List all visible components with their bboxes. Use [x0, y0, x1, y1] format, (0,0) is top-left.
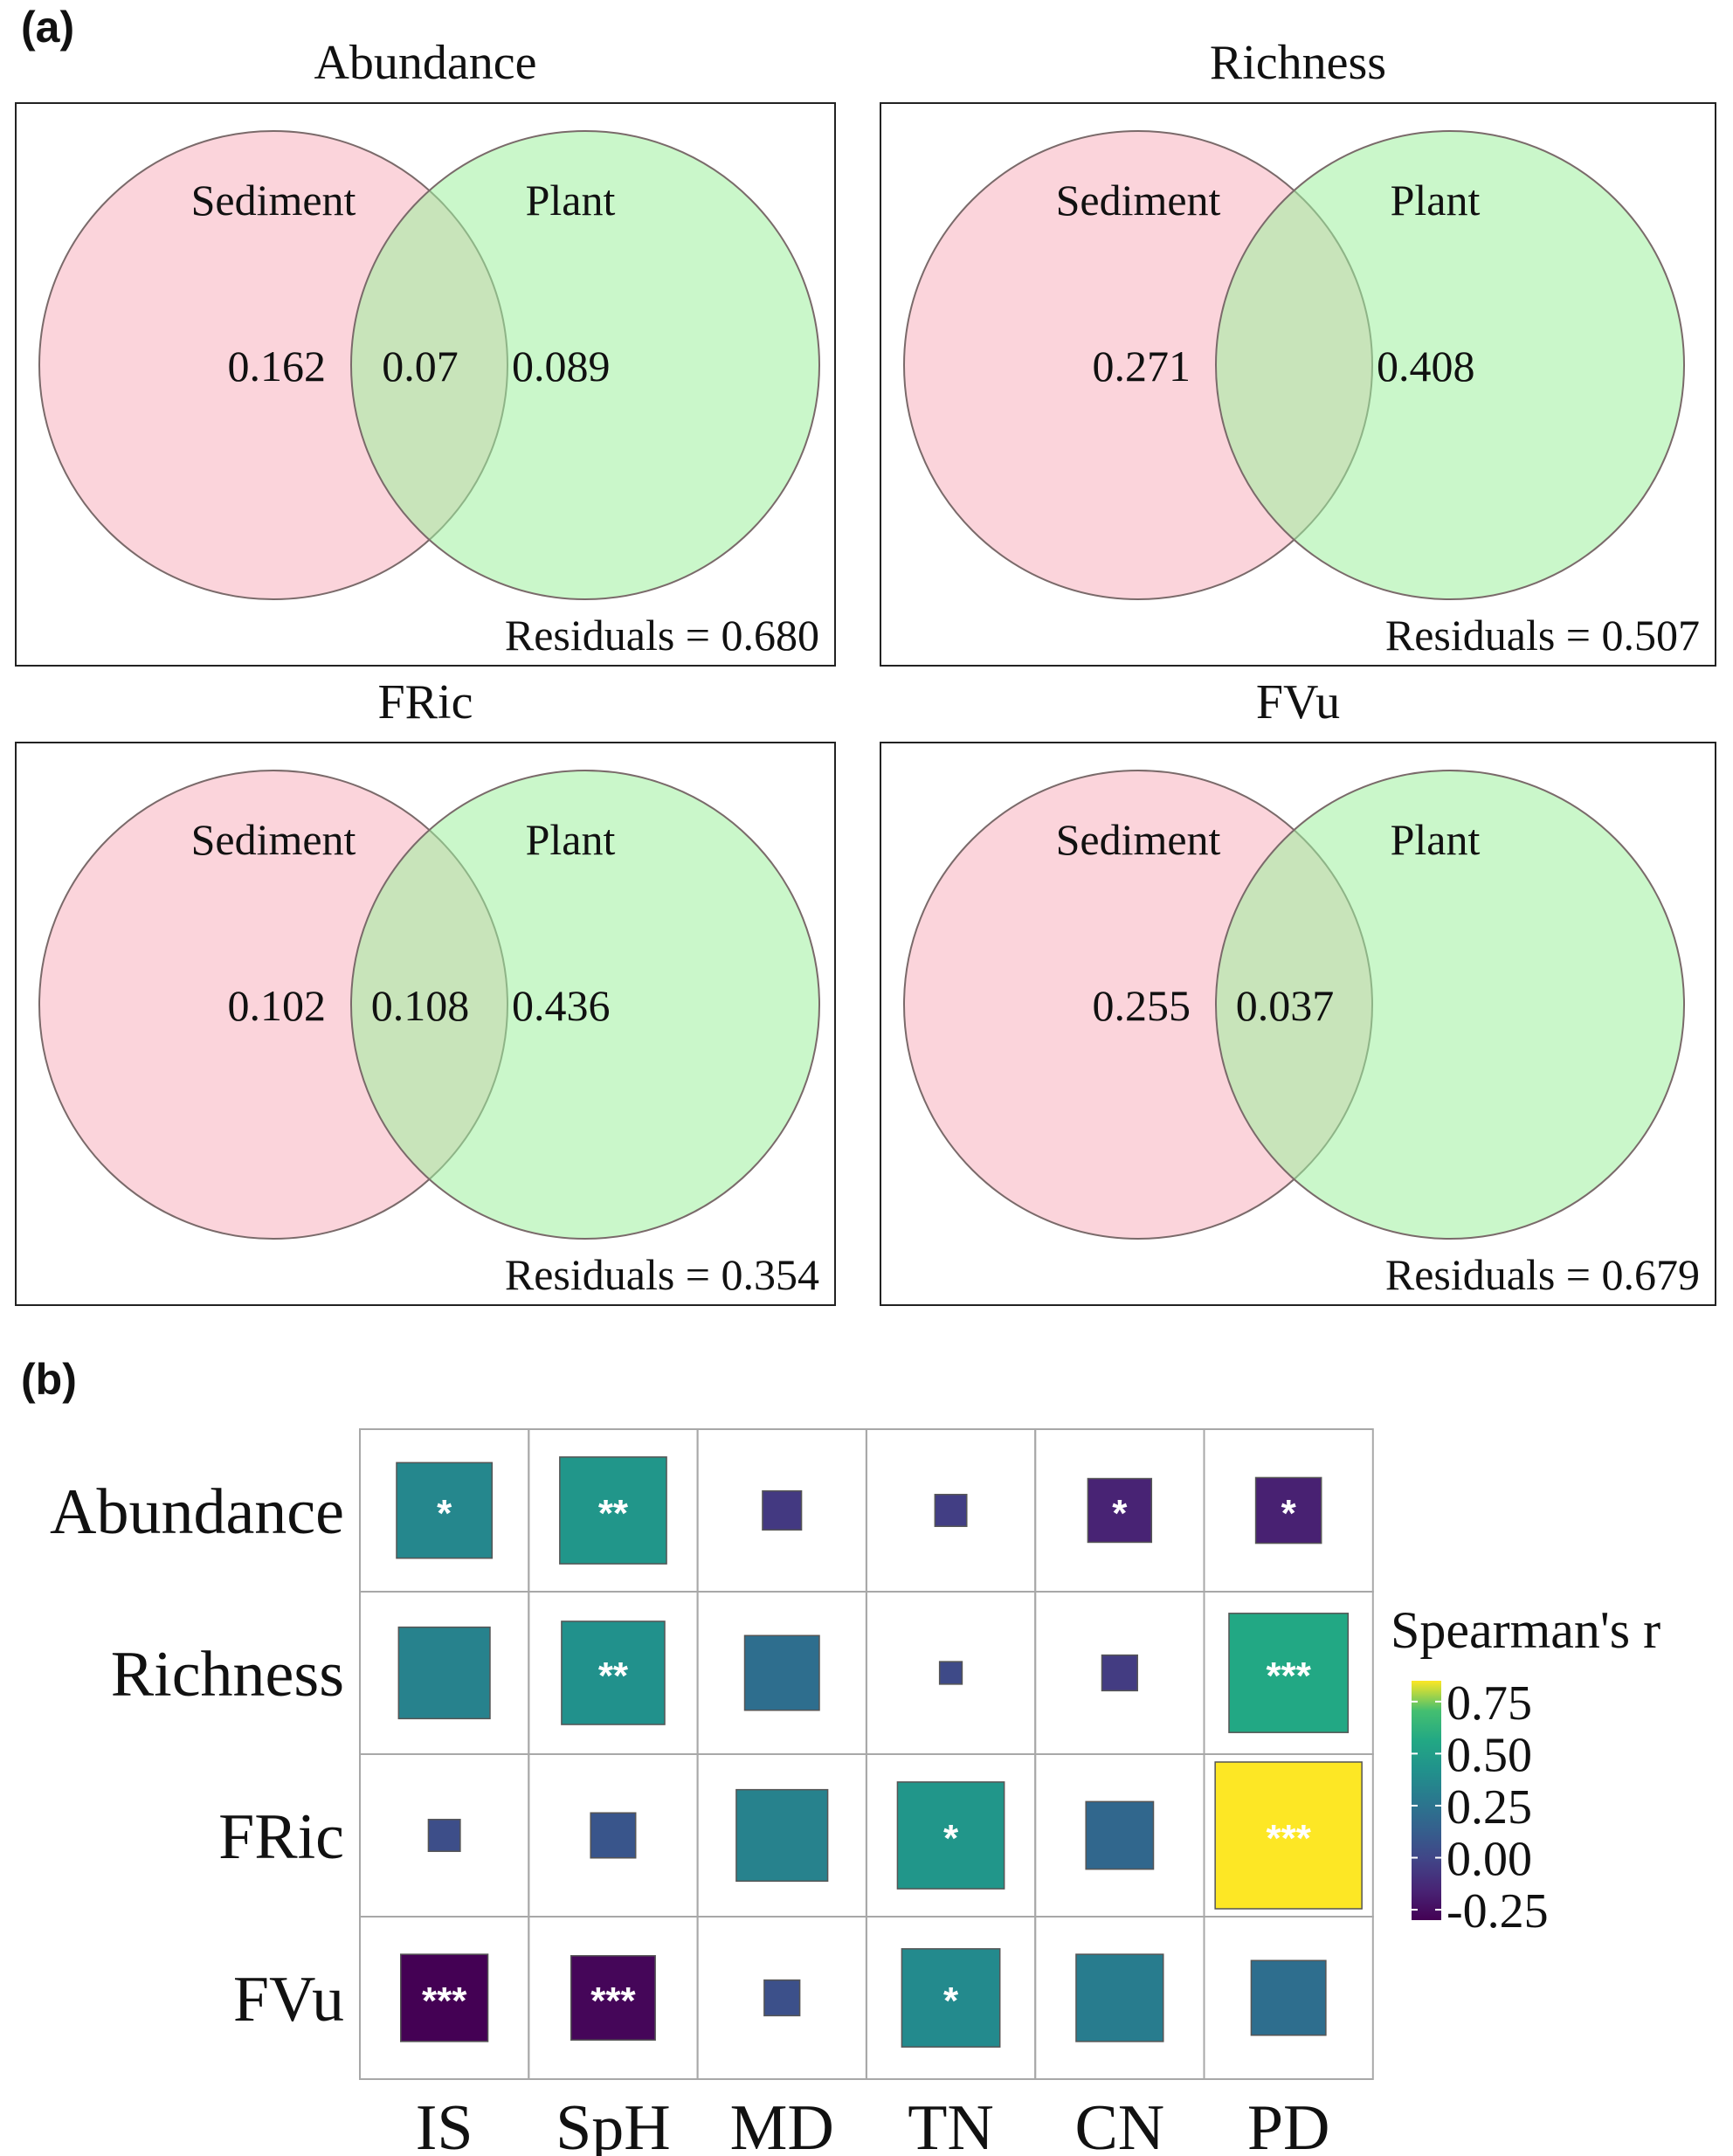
plant-circle: [350, 770, 820, 1240]
residuals-label: Residuals = 0.680: [505, 611, 819, 660]
venn-title: Abundance: [314, 36, 536, 90]
venn-title: Richness: [1210, 36, 1386, 90]
legend-tick-label: 0.00: [1446, 1833, 1532, 1887]
row-label: FVu: [233, 1964, 344, 2035]
correlation-square: [570, 1955, 656, 2041]
correlation-square: [938, 1661, 963, 1685]
correlation-square: [399, 1953, 489, 2042]
plant-only-value: 0.089: [512, 342, 611, 390]
correlation-square: [901, 1948, 1001, 2048]
correlation-square: [934, 1494, 968, 1527]
correlation-square: [763, 1979, 801, 2017]
significance-stars: *: [943, 1980, 959, 2022]
correlation-square: [1085, 1800, 1155, 1870]
correlation-square: [735, 1788, 829, 1883]
plant-label: Plant: [526, 176, 616, 225]
sediment-only-value: 0.255: [1093, 981, 1191, 1030]
correlation-square: [1254, 1476, 1322, 1544]
panel-a-label: (a): [21, 3, 74, 52]
legend-tick-label: 0.25: [1446, 1780, 1532, 1835]
plant-circle: [1215, 130, 1685, 600]
sediment-only-value: 0.271: [1093, 342, 1191, 390]
significance-stars: ***: [1266, 1655, 1311, 1697]
shared-value: 0.108: [371, 981, 470, 1030]
column-label: IS: [416, 2092, 473, 2156]
significance-stars: **: [598, 1492, 629, 1535]
significance-stars: *: [1112, 1492, 1128, 1535]
legend-title: Spearman's r: [1391, 1601, 1661, 1659]
column-label: CN: [1074, 2092, 1164, 2156]
correlation-square: [427, 1819, 461, 1852]
plant-label: Plant: [526, 815, 616, 864]
residuals-label: Residuals = 0.679: [1385, 1250, 1700, 1299]
correlation-square: [1250, 1959, 1327, 2036]
residuals-label: Residuals = 0.354: [505, 1250, 819, 1299]
correlation-square: [1075, 1953, 1164, 2042]
correlation-square: [1228, 1613, 1350, 1733]
correlation-heatmap: * ** * *** **** ****** *** *AbundanceRichnessFR…: [50, 1428, 1661, 2156]
column-label: TN: [908, 2092, 994, 2156]
sediment-only-value: 0.102: [228, 981, 327, 1030]
correlation-square: [559, 1456, 667, 1565]
column-label: SpH: [556, 2092, 671, 2156]
correlation-square: [396, 1462, 494, 1559]
panel-b-label: (b): [21, 1355, 77, 1404]
significance-stars: *: [1281, 1492, 1297, 1535]
row-label: Abundance: [50, 1476, 344, 1548]
correlation-square: [1214, 1761, 1363, 1910]
plant-only-value: 0.436: [512, 981, 611, 1030]
color-legend: Spearman's r 0.750.500.250.00-0.25: [1391, 1601, 1661, 1938]
correlation-square: [590, 1812, 637, 1859]
sediment-label: Sediment: [191, 176, 356, 225]
correlation-square: [1087, 1477, 1153, 1544]
significance-stars: *: [943, 1817, 959, 1860]
venn-panel-richness: Richness Sediment Plant 0.271 0.408 Residuals…: [880, 36, 1716, 667]
row-label: FRic: [218, 1801, 344, 1873]
venn-title: FRic: [378, 675, 473, 729]
column-label: MD: [730, 2092, 834, 2156]
column-label: PD: [1247, 2092, 1330, 2156]
significance-stars: ***: [1266, 1817, 1311, 1860]
legend-color-bar: [1412, 1681, 1441, 1920]
plant-label: Plant: [1391, 176, 1481, 225]
plant-only-value: 0.408: [1377, 342, 1475, 390]
venn-panel-fvu: FVu Sediment Plant 0.255 0.037 Residuals = 0.…: [880, 675, 1716, 1306]
venn-panel-fric: FRic Sediment Plant 0.102 0.108 0.436 Residual…: [15, 675, 836, 1306]
correlation-square: [896, 1781, 1005, 1890]
shared-value: 0.07: [382, 342, 459, 390]
legend-tick-label: -0.25: [1446, 1884, 1549, 1938]
correlation-square: [561, 1620, 666, 1725]
significance-stars: ***: [590, 1980, 636, 2022]
legend-tick-label: 0.50: [1446, 1728, 1532, 1782]
heatmap-cell: [1203, 1916, 1374, 2080]
sediment-label: Sediment: [1056, 176, 1221, 225]
correlation-square: [762, 1489, 803, 1531]
venn-panel-abundance: Abundance Sediment Plant 0.162 0.07 0.089 Resi…: [15, 36, 836, 667]
significance-stars: *: [437, 1492, 452, 1535]
significance-stars: **: [598, 1655, 629, 1697]
correlation-square: [397, 1626, 491, 1720]
venn-title: FVu: [1256, 675, 1340, 729]
correlation-square: [743, 1634, 820, 1711]
plant-circle: [350, 130, 820, 600]
plant-label: Plant: [1391, 815, 1481, 864]
sediment-label: Sediment: [191, 815, 356, 864]
residuals-label: Residuals = 0.507: [1385, 611, 1700, 660]
shared-value: 0.037: [1236, 981, 1335, 1030]
significance-stars: ***: [422, 1980, 467, 2022]
sediment-only-value: 0.162: [228, 342, 327, 390]
correlation-square: [1101, 1654, 1138, 1692]
plant-circle: [1215, 770, 1685, 1240]
row-label: Richness: [111, 1639, 344, 1710]
sediment-label: Sediment: [1056, 815, 1221, 864]
venn-panels: Abundance Sediment Plant 0.162 0.07 0.089 Resi…: [15, 36, 1716, 1306]
legend-tick-label: 0.75: [1446, 1676, 1532, 1731]
